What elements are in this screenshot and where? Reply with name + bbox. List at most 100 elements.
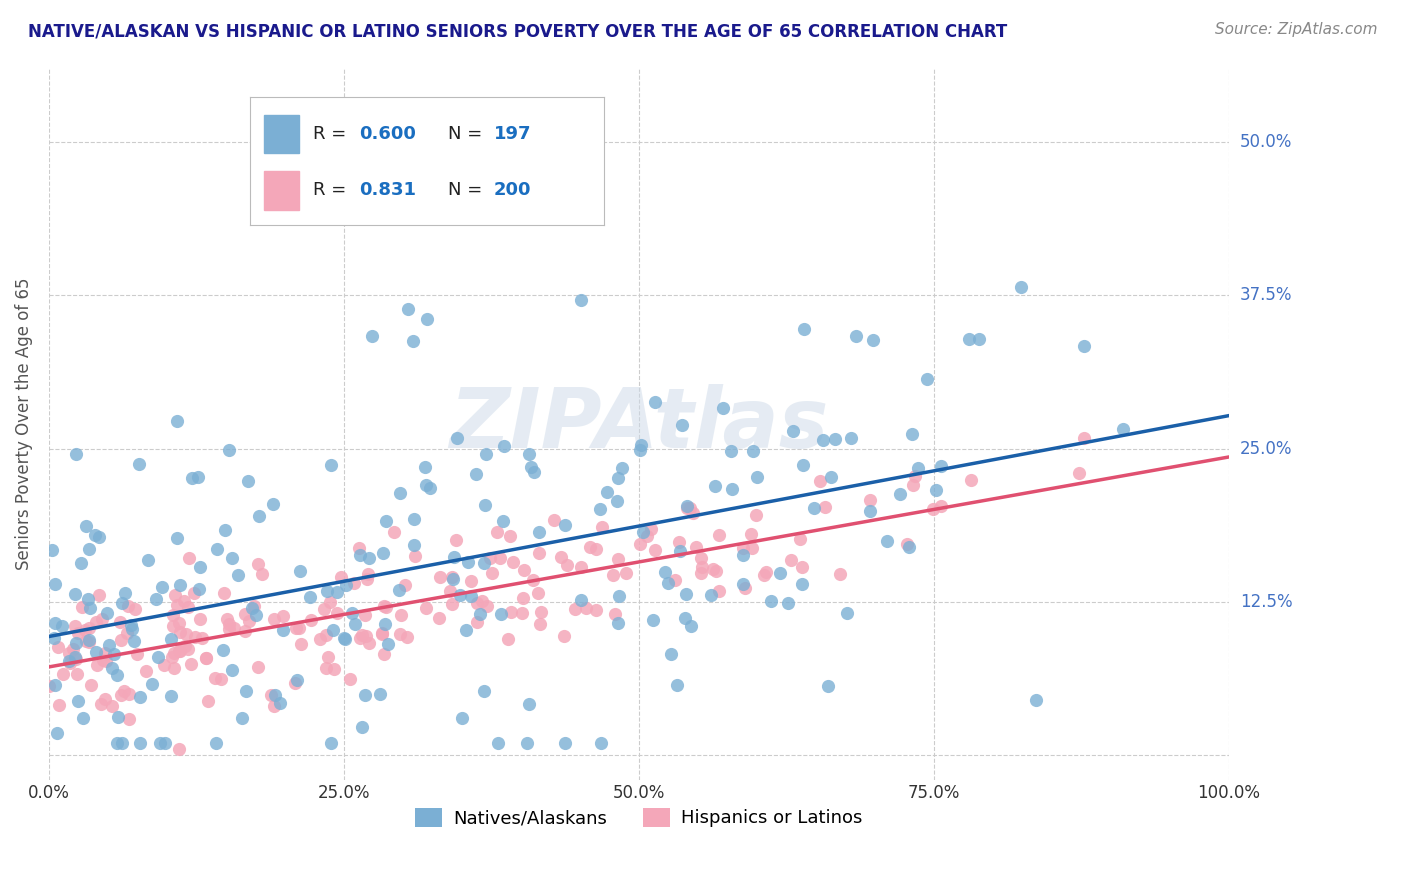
Point: [654, 565, 676, 579]
Point: [118, 712, 141, 726]
Point: [1067, 466, 1090, 480]
Point: [246, 659, 269, 673]
Point: [335, 577, 357, 591]
Point: [319, 595, 342, 609]
Point: [513, 563, 536, 577]
Point: [204, 736, 226, 750]
Point: [315, 627, 337, 641]
Point: [128, 736, 150, 750]
Point: [356, 629, 378, 643]
Point: [404, 538, 426, 552]
Point: [90, 697, 112, 711]
Point: [564, 602, 586, 616]
Point: [690, 559, 713, 574]
Point: [218, 442, 240, 457]
Point: [644, 395, 666, 409]
Point: [889, 487, 911, 501]
Point: [554, 736, 576, 750]
Point: [350, 628, 373, 642]
Point: [607, 552, 630, 566]
Point: [931, 459, 953, 474]
Point: [498, 529, 520, 543]
Point: [238, 474, 260, 488]
Point: [907, 461, 929, 475]
Point: [596, 485, 619, 500]
Point: [373, 647, 395, 661]
Point: [967, 332, 990, 346]
Point: [499, 605, 522, 619]
Point: [361, 328, 384, 343]
Point: [610, 460, 633, 475]
Point: [375, 599, 398, 614]
Point: [66, 666, 89, 681]
Point: [602, 567, 624, 582]
Point: [149, 736, 172, 750]
Point: [517, 697, 540, 711]
Point: [709, 583, 731, 598]
Point: [162, 619, 184, 633]
Point: [262, 496, 284, 510]
Point: [1073, 339, 1095, 353]
Point: [526, 586, 548, 600]
Point: [415, 478, 437, 492]
Point: [792, 458, 814, 472]
Point: [84, 615, 107, 630]
Point: [322, 662, 344, 676]
Point: [404, 549, 426, 563]
Point: [235, 683, 257, 698]
Point: [904, 469, 927, 483]
Point: [845, 329, 868, 343]
Point: [900, 427, 922, 442]
Point: [441, 570, 464, 584]
Point: [63, 587, 86, 601]
Point: [640, 523, 662, 537]
Point: [676, 500, 699, 515]
Point: [96, 606, 118, 620]
Point: [591, 520, 613, 534]
Point: [929, 500, 952, 514]
Point: [218, 617, 240, 632]
Point: [166, 414, 188, 428]
Point: [472, 684, 495, 698]
Point: [553, 629, 575, 643]
Point: [166, 598, 188, 612]
Point: [65, 447, 87, 461]
Point: [876, 533, 898, 548]
Point: [136, 552, 159, 566]
Point: [231, 711, 253, 725]
Point: [316, 650, 339, 665]
Point: [243, 599, 266, 613]
Point: [704, 564, 727, 578]
Point: [59, 656, 82, 670]
Point: [325, 585, 347, 599]
Point: [396, 302, 419, 317]
Point: [1010, 280, 1032, 294]
Point: [685, 540, 707, 554]
Point: [960, 473, 983, 487]
Point: [808, 474, 831, 488]
Point: [401, 334, 423, 348]
Point: [128, 458, 150, 472]
Point: [486, 525, 509, 540]
Point: [371, 546, 394, 560]
Point: [79, 542, 101, 557]
Point: [464, 467, 486, 482]
Point: [643, 613, 665, 627]
Point: [122, 634, 145, 648]
Point: [429, 570, 451, 584]
Point: [657, 576, 679, 591]
Point: [678, 501, 700, 516]
Point: [803, 501, 825, 516]
Point: [416, 311, 439, 326]
Point: [776, 596, 799, 610]
Point: [790, 577, 813, 591]
Point: [195, 651, 218, 665]
Point: [240, 601, 263, 615]
Point: [76, 592, 98, 607]
Point: [150, 580, 173, 594]
Point: [162, 607, 184, 622]
Point: [394, 578, 416, 592]
Point: [205, 541, 228, 556]
Point: [957, 332, 980, 346]
Point: [141, 677, 163, 691]
